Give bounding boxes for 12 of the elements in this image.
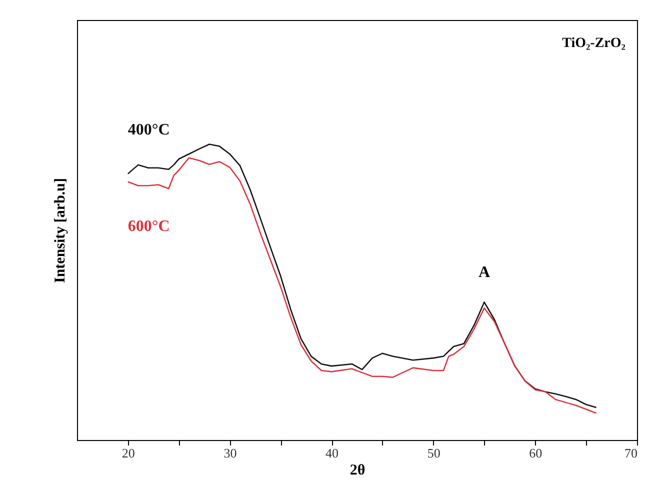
- series-label: 400°C: [128, 121, 170, 138]
- x-tick-label: 20: [122, 446, 135, 460]
- x-tick-label: 60: [529, 446, 542, 460]
- x-tick-label: 50: [427, 446, 440, 460]
- x-tick-label: 30: [224, 446, 237, 460]
- series-label: 600°C: [128, 218, 170, 236]
- y-axis-title: Intensity [arb.u]: [52, 178, 68, 284]
- x-tick-label: 70: [624, 446, 638, 460]
- x-tick-label: 40: [326, 446, 339, 460]
- annotation: A: [478, 264, 490, 282]
- x-axis-title: 2θ: [350, 462, 366, 478]
- text: TiO₂-ZrO₂: [562, 36, 626, 51]
